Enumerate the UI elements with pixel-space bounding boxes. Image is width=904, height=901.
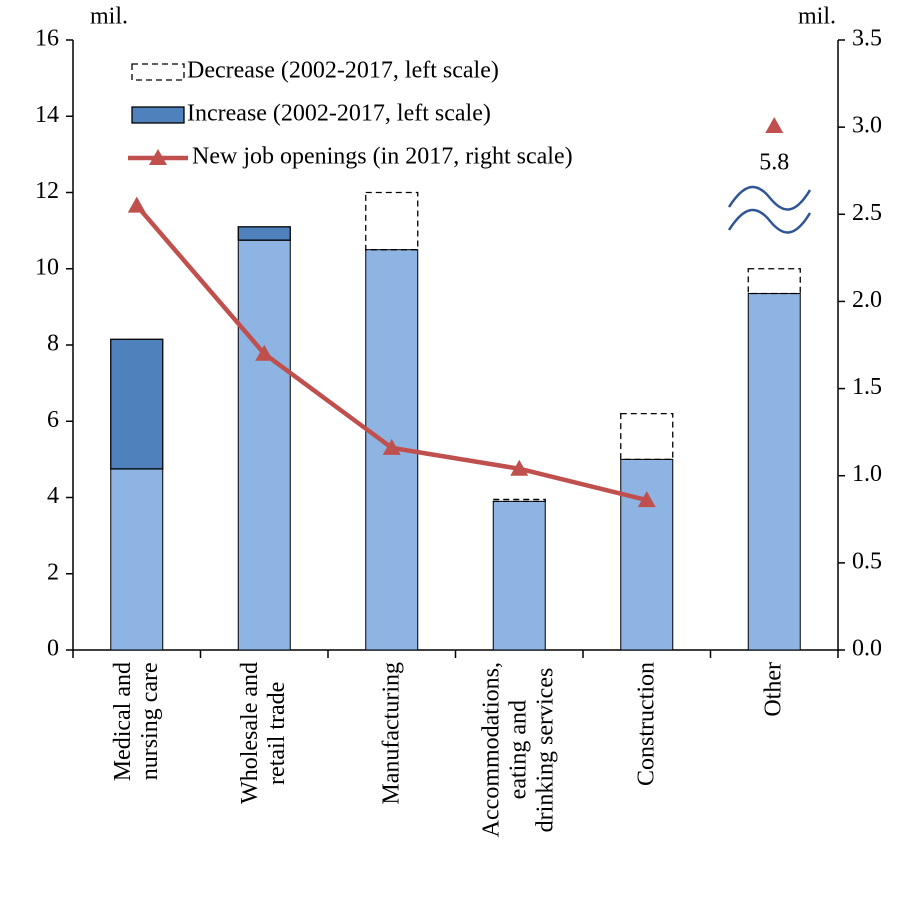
y2-tick-label: 1.5 [852,374,882,400]
y2-tick-label: 3.5 [852,26,882,52]
axis-break [727,185,812,234]
legend-swatch [131,106,185,124]
decrease-segment [620,412,674,461]
y2-tick-label: 0.0 [852,636,882,662]
y-tick-label: 14 [35,102,59,128]
bar [747,293,801,651]
legend-label: Decrease (2002-2017, left scale) [187,58,499,84]
bar [110,468,164,651]
decrease-segment [492,498,546,502]
increase-segment [110,338,164,470]
y2-tick-label: 3.0 [852,113,882,139]
y-tick-label: 8 [47,331,59,357]
line-marker [382,438,401,455]
y2-tick-label: 1.0 [852,461,882,487]
y2-tick-label: 2.5 [852,200,882,226]
decrease-segment [747,268,801,295]
y2-tick-label: 2.0 [852,287,882,313]
legend-swatch [131,63,185,81]
line-marker [127,196,146,213]
y2-tick-label: 0.5 [852,548,882,574]
decrease-segment [365,191,419,251]
line-marker [637,491,656,508]
y-tick-label: 4 [47,483,59,509]
x-tick-label: Medical and nursing care [109,662,163,782]
y-tick-label: 6 [47,407,59,433]
y-tick-label: 16 [35,26,59,52]
y-tick-label: 0 [47,636,59,662]
legend-label: New job openings (in 2017, right scale) [192,144,573,170]
x-tick-label: Construction [633,662,660,786]
y-tick-label: 2 [47,559,59,585]
legend-swatch [149,149,167,165]
y-tick-label: 12 [35,178,59,204]
x-tick-label: Manufacturing [378,662,405,805]
y2-unit: mil. [798,4,836,30]
bar [237,239,291,651]
y-unit: mil. [90,4,128,30]
x-tick-label: Accommodations, eating and drinking serv… [478,662,559,838]
y-tick-label: 10 [35,254,59,280]
line-marker [255,344,274,361]
bar [492,500,546,651]
data-label: 5.8 [759,150,789,176]
bar [620,458,674,651]
line-marker [765,117,784,133]
line-marker [510,459,529,476]
x-tick-label: Other [760,662,787,717]
x-tick-label: Wholesale and retail trade [237,662,291,804]
legend-label: Increase (2002-2017, left scale) [187,101,491,127]
increase-segment [237,226,291,241]
